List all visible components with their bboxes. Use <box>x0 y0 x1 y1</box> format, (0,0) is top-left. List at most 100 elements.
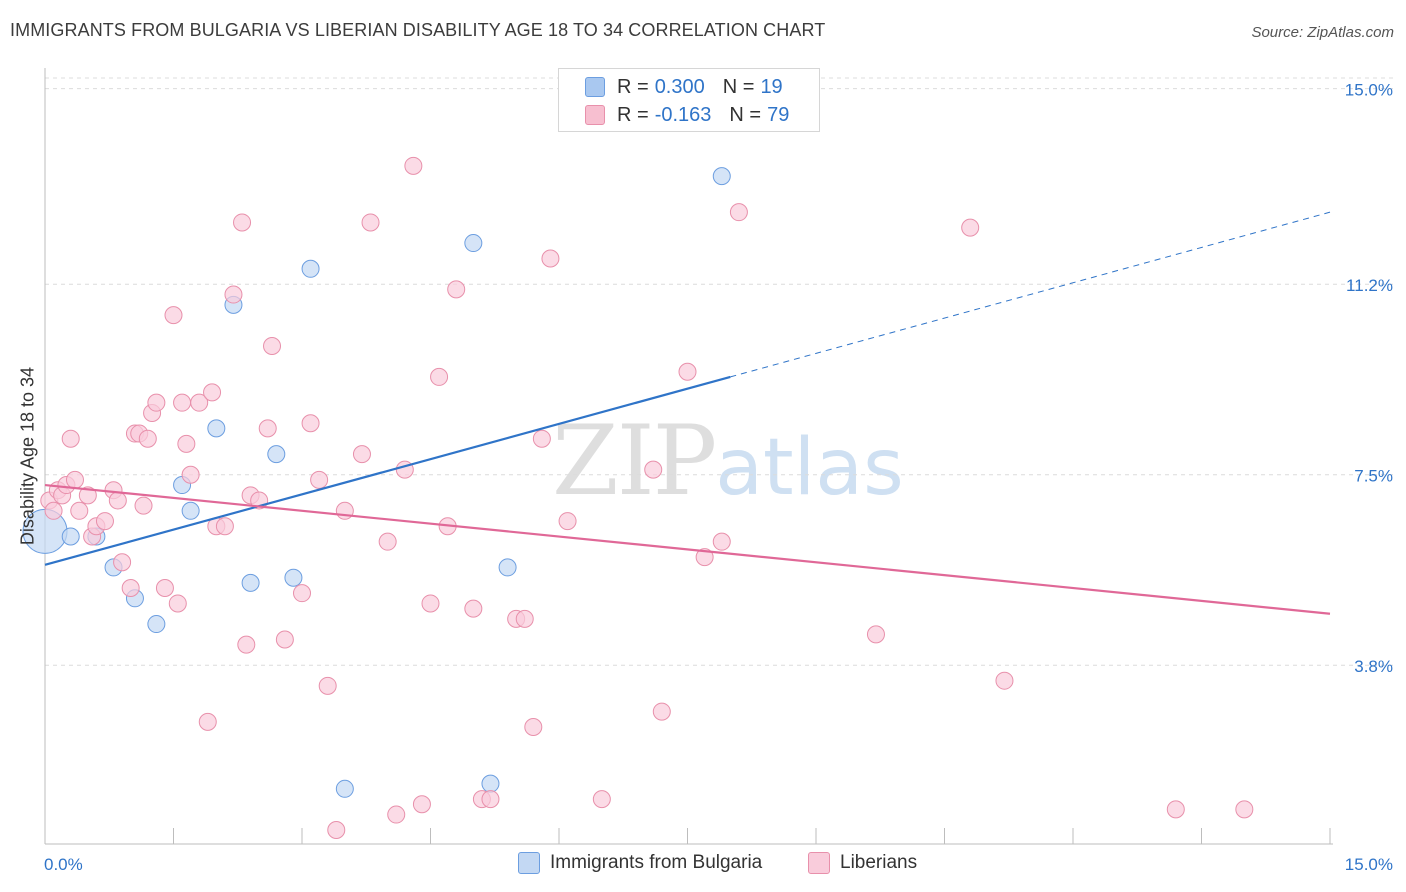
point-liberians <box>293 584 311 603</box>
point-liberians <box>404 156 423 175</box>
point-liberians <box>233 213 252 232</box>
point-liberians <box>44 501 63 520</box>
point-liberians <box>866 625 885 644</box>
point-liberians <box>301 414 320 433</box>
stats-legend: R = 0.300 N = 19 R = -0.163 N = 79 <box>558 68 820 132</box>
point-liberians <box>361 213 380 232</box>
watermark-zip: ZIP <box>552 405 717 517</box>
point-liberians <box>558 512 577 531</box>
point-liberians <box>168 594 187 613</box>
point-liberians <box>378 532 397 551</box>
legend-r-label: R = <box>617 103 649 126</box>
point-liberians <box>155 579 174 598</box>
chart-title: IMMIGRANTS FROM BULGARIA VS LIBERIAN DIS… <box>10 20 826 40</box>
point-bulgaria <box>207 419 226 438</box>
y-tick-label: 15.0% <box>1345 81 1393 100</box>
point-liberians <box>387 805 406 824</box>
point-liberians <box>695 548 714 567</box>
point-liberians <box>181 465 200 484</box>
point-liberians <box>113 553 132 572</box>
point-liberians <box>258 419 277 438</box>
legend-r-value: 0.300 <box>654 75 705 98</box>
legend-item-liberians[interactable]: Liberians <box>808 852 917 874</box>
legend-n-value: 79 <box>767 103 790 126</box>
point-liberians <box>678 362 697 381</box>
trendline-bulgaria <box>44 375 731 566</box>
point-liberians <box>464 599 483 618</box>
point-bulgaria <box>481 774 500 793</box>
point-liberians <box>652 702 671 721</box>
point-liberians <box>1166 800 1185 819</box>
point-liberians <box>134 496 153 515</box>
point-liberians <box>430 367 449 386</box>
point-liberians <box>515 609 534 628</box>
point-liberians <box>78 486 97 505</box>
point-liberians <box>108 491 127 510</box>
legend-n-label: N = <box>722 75 755 98</box>
point-liberians <box>237 635 256 654</box>
point-liberians <box>263 337 282 356</box>
legend-item-bulgaria[interactable]: Immigrants from Bulgaria <box>518 852 762 874</box>
point-liberians <box>164 306 183 325</box>
point-liberians <box>481 790 500 809</box>
point-liberians <box>198 712 217 731</box>
point-liberians <box>412 795 431 814</box>
point-liberians <box>532 429 551 448</box>
legend-r-value: -0.163 <box>654 103 712 126</box>
y-tick-label: 3.8% <box>1354 657 1393 676</box>
point-liberians <box>421 594 440 613</box>
point-liberians <box>447 280 466 299</box>
legend-row-liberians: R = -0.163 N = 79 <box>585 103 789 127</box>
legend-label-liberians: Liberians <box>840 852 918 873</box>
legend-n-value: 19 <box>760 75 783 98</box>
point-liberians <box>215 517 234 536</box>
legend-swatch-liberians <box>808 852 830 874</box>
point-bulgaria <box>241 573 260 592</box>
point-liberians <box>65 470 84 489</box>
point-liberians <box>275 630 294 649</box>
watermark-atlas: atlas <box>715 423 904 513</box>
point-liberians <box>147 393 166 412</box>
point-liberians <box>352 445 371 464</box>
point-liberians <box>327 821 346 839</box>
legend-label-bulgaria: Immigrants from Bulgaria <box>550 852 763 873</box>
chart-source: Source: ZipAtlas.com <box>1251 24 1394 41</box>
point-bulgaria <box>147 615 166 634</box>
point-bulgaria <box>498 558 517 577</box>
x-tick-label: 0.0% <box>44 855 83 874</box>
point-liberians <box>177 434 196 453</box>
point-bulgaria <box>181 501 200 520</box>
point-liberians <box>61 429 80 448</box>
legend-row-bulgaria: R = 0.300 N = 19 <box>585 75 783 99</box>
point-bulgaria <box>284 568 303 587</box>
point-bulgaria <box>335 779 354 798</box>
point-liberians <box>121 579 140 598</box>
legend-swatch-liberians <box>585 105 605 125</box>
point-liberians <box>224 285 243 304</box>
point-liberians <box>1235 800 1254 819</box>
series-legend: Immigrants from Bulgaria Liberians <box>0 852 1406 878</box>
point-liberians <box>138 429 157 448</box>
point-liberians <box>961 218 980 237</box>
point-bulgaria <box>712 167 731 186</box>
legend-n-label: N = <box>729 103 762 126</box>
legend-swatch-bulgaria <box>518 852 540 874</box>
point-bulgaria <box>464 234 483 253</box>
point-liberians <box>70 501 89 520</box>
point-bulgaria <box>301 259 320 278</box>
point-liberians <box>712 532 731 551</box>
y-axis-label: Disability Age 18 to 34 <box>17 366 38 546</box>
trendline-liberians <box>44 483 1331 615</box>
point-liberians <box>541 249 560 268</box>
point-liberians <box>318 676 337 695</box>
point-liberians <box>173 393 192 412</box>
trendline-bulgaria-extension <box>730 211 1331 378</box>
legend-r-label: R = <box>617 75 649 98</box>
point-liberians <box>190 393 209 412</box>
point-liberians <box>644 460 663 479</box>
x-tick-label: 15.0% <box>1345 855 1393 874</box>
point-liberians <box>995 671 1014 690</box>
point-liberians <box>310 470 329 489</box>
point-liberians <box>524 718 543 737</box>
